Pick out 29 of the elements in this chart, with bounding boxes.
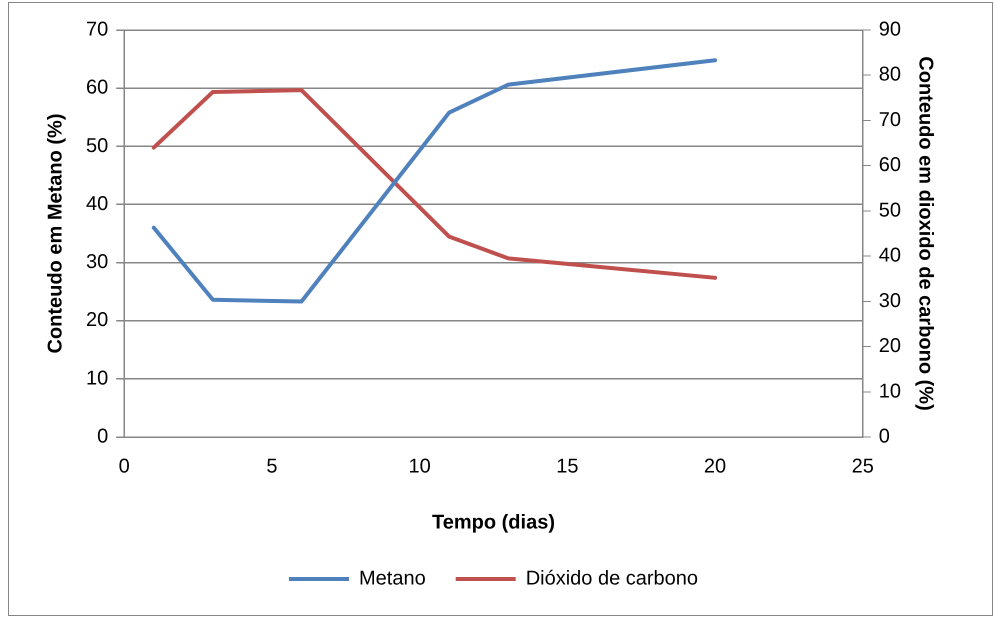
legend-label: Metano — [358, 568, 426, 590]
x-tick-label: 15 — [556, 456, 578, 478]
y-tick-label: 70 — [86, 18, 108, 41]
y-tick-label: 50 — [86, 134, 108, 157]
y-tick-label: 30 — [86, 251, 108, 274]
x-tick-label: 10 — [408, 456, 431, 478]
y2-tick-label: 20 — [878, 335, 902, 358]
y2-tick-label: 80 — [878, 64, 902, 86]
y-tick-label: 0 — [97, 426, 108, 448]
x-axis-title: Tempo (dias) — [432, 512, 555, 534]
x-tick-label: 0 — [118, 456, 130, 478]
x-tick-label: 20 — [704, 456, 726, 478]
x-tick-label: 5 — [266, 456, 278, 478]
y2-tick-label: 60 — [878, 154, 902, 176]
y-tick-label: 60 — [86, 76, 108, 99]
y2-tick-label: 0 — [878, 426, 890, 448]
y-tick-label: 10 — [86, 367, 108, 390]
y-axis-title: Conteudo em Metano (%) — [44, 114, 67, 354]
y2-tick-label: 10 — [878, 380, 902, 402]
y2-tick-label: 70 — [878, 108, 902, 131]
y2-tick-label: 50 — [878, 199, 902, 222]
y2-axis-title: Conteudo em dioxido de carbono (%) — [914, 56, 936, 411]
x-tick-label: 25 — [852, 456, 874, 478]
y2-tick-label: 90 — [878, 18, 902, 41]
legend-label: Dióxido de carbono — [526, 568, 698, 590]
y-tick-label: 20 — [86, 309, 108, 332]
y-tick-label: 40 — [86, 192, 108, 215]
y2-tick-label: 40 — [878, 244, 902, 267]
y2-tick-label: 30 — [878, 290, 902, 312]
